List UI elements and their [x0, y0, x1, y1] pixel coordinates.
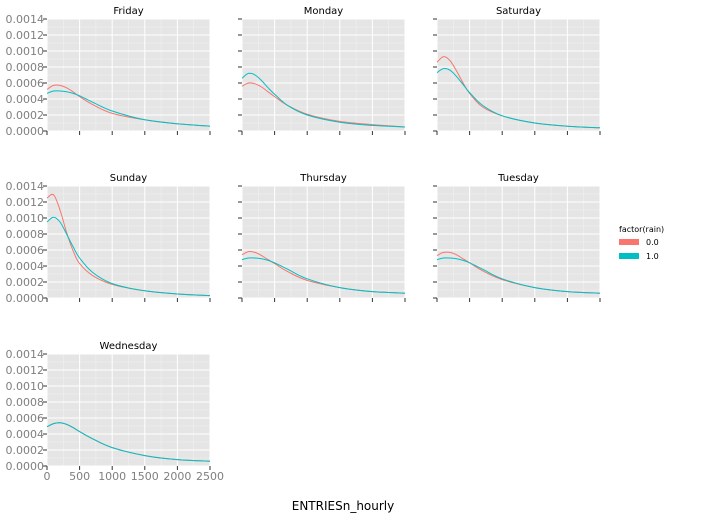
y-tick-label: 0.0012 — [6, 29, 45, 42]
facet-panel-wednesday: Wednesday 0.0000 0.0002 0.0004 0.0006 0.0008 0… — [6, 341, 225, 483]
facet-panel-saturday: Saturday — [433, 6, 601, 135]
y-tick-label: 0.0008 — [6, 228, 45, 241]
density-line-1-0 — [241, 257, 406, 294]
y-tick-label: 0.0010 — [6, 212, 45, 225]
panel-title: Wednesday — [100, 341, 158, 352]
x-tick-label: 2000 — [163, 470, 191, 483]
y-tick-label: 0.0008 — [6, 396, 45, 409]
facet-panel-friday: Friday 0.0000 0.0002 0.0004 0.0006 0.0008 0.00… — [6, 6, 211, 138]
x-tick-label: 500 — [69, 470, 90, 483]
density-line-1-0 — [46, 422, 211, 462]
legend-title: factor(rain) — [619, 225, 664, 234]
x-tick-label: 1500 — [131, 470, 159, 483]
x-axis-title: ENTRIESn_hourly — [292, 499, 395, 513]
y-tick-label: 0.0006 — [6, 77, 45, 90]
density-line-0-0 — [241, 82, 406, 128]
y-tick-label: 0.0006 — [6, 412, 45, 425]
y-tick-label: 0.0010 — [6, 380, 45, 393]
y-tick-label: 0.0008 — [6, 61, 45, 74]
legend: factor(rain) 0.0 1.0 — [619, 225, 664, 261]
density-line-1-0 — [436, 257, 601, 294]
y-tick-label: 0.0000 — [6, 292, 45, 305]
x-tick-label: 0 — [44, 470, 51, 483]
facet-panel-thursday: Thursday — [238, 173, 406, 302]
y-tick-label: 0.0014 — [6, 348, 45, 361]
legend-key-0-0 — [619, 239, 639, 245]
x-tick-label: 2500 — [196, 470, 224, 483]
y-tick-label: 0.0014 — [6, 180, 45, 193]
panel-title: Thursday — [299, 173, 347, 184]
y-tick-label: 0.0002 — [6, 109, 45, 122]
y-tick-label: 0.0014 — [6, 13, 45, 26]
y-tick-label: 0.0004 — [6, 428, 45, 441]
panel-title: Tuesday — [497, 173, 539, 184]
panel-title: Saturday — [496, 6, 541, 17]
y-tick-label: 0.0004 — [6, 260, 45, 273]
x-tick-label: 1000 — [98, 470, 126, 483]
y-tick-label: 0.0000 — [6, 460, 45, 473]
legend-label: 0.0 — [646, 238, 659, 247]
density-line-1-0 — [241, 72, 406, 128]
y-tick-label: 0.0004 — [6, 93, 45, 106]
panel-title: Monday — [304, 6, 344, 17]
density-line-1-0 — [436, 67, 601, 129]
facet-panel-tuesday: Tuesday — [433, 173, 601, 302]
facet-panel-monday: Monday — [238, 6, 406, 135]
y-tick-label: 0.0012 — [6, 364, 45, 377]
y-tick-label: 0.0002 — [6, 444, 45, 457]
panel-title: Friday — [113, 6, 143, 17]
panel-title: Sunday — [110, 173, 147, 184]
y-tick-label: 0.0002 — [6, 276, 45, 289]
legend-label: 1.0 — [646, 252, 659, 261]
y-tick-label: 0.0000 — [6, 125, 45, 138]
density-line-1-0 — [46, 216, 211, 297]
y-tick-label: 0.0010 — [6, 45, 45, 58]
density-line-1-0 — [46, 90, 211, 127]
legend-key-1-0 — [619, 253, 639, 259]
y-tick-label: 0.0006 — [6, 244, 45, 257]
y-tick-label: 0.0012 — [6, 196, 45, 209]
facet-panel-sunday: Sunday 0.0000 0.0002 0.0004 0.0006 0.0008 0.00… — [6, 173, 211, 305]
panels-layer: Friday 0.0000 0.0002 0.0004 0.0006 0.0008 0.00… — [6, 6, 601, 483]
